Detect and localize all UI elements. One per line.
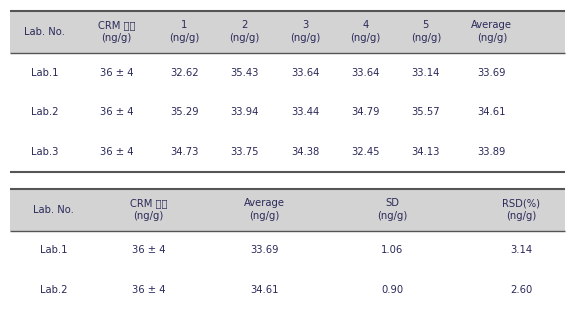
- Text: 34.38: 34.38: [291, 147, 319, 157]
- Text: 3
(ng/g): 3 (ng/g): [290, 20, 320, 43]
- Text: 35.29: 35.29: [170, 107, 198, 117]
- Text: 5
(ng/g): 5 (ng/g): [411, 20, 441, 43]
- Bar: [10, 231, 565, 270]
- Text: 2.60: 2.60: [510, 285, 532, 295]
- Text: 33.75: 33.75: [231, 147, 259, 157]
- Text: 33.64: 33.64: [351, 68, 380, 78]
- Text: Lab.1: Lab.1: [40, 246, 67, 255]
- Text: 36 ± 4: 36 ± 4: [132, 246, 165, 255]
- Text: Lab.1: Lab.1: [31, 68, 59, 78]
- Text: 35.57: 35.57: [412, 107, 440, 117]
- Text: Lab.2: Lab.2: [40, 285, 67, 295]
- Text: 34.73: 34.73: [170, 147, 198, 157]
- Text: 32.62: 32.62: [170, 68, 198, 78]
- Text: 33.69: 33.69: [250, 246, 278, 255]
- Text: 4
(ng/g): 4 (ng/g): [350, 20, 381, 43]
- Text: 33.14: 33.14: [412, 68, 440, 78]
- Text: 36 ± 4: 36 ± 4: [100, 107, 133, 117]
- Bar: [10, 92, 565, 132]
- Text: 32.45: 32.45: [351, 147, 380, 157]
- Bar: [10, 189, 565, 231]
- Text: 3.14: 3.14: [510, 246, 532, 255]
- Text: Lab.2: Lab.2: [31, 107, 59, 117]
- Text: 36 ± 4: 36 ± 4: [100, 147, 133, 157]
- Text: RSD(%)
(ng/g): RSD(%) (ng/g): [502, 198, 540, 221]
- Text: 36 ± 4: 36 ± 4: [100, 68, 133, 78]
- Text: 36 ± 4: 36 ± 4: [132, 285, 165, 295]
- Text: CRM 농도
(ng/g): CRM 농도 (ng/g): [129, 198, 167, 221]
- Bar: [10, 132, 565, 172]
- Bar: [10, 53, 565, 92]
- Text: 33.69: 33.69: [478, 68, 506, 78]
- Text: 34.13: 34.13: [412, 147, 440, 157]
- Text: 2
(ng/g): 2 (ng/g): [229, 20, 260, 43]
- Text: 33.89: 33.89: [478, 147, 506, 157]
- Text: 0.90: 0.90: [381, 285, 404, 295]
- Text: 34.61: 34.61: [478, 107, 506, 117]
- Text: Lab. No.: Lab. No.: [24, 27, 66, 37]
- Text: 34.61: 34.61: [250, 285, 278, 295]
- Text: Average
(ng/g): Average (ng/g): [472, 20, 512, 43]
- Text: 33.94: 33.94: [231, 107, 259, 117]
- Text: 1.06: 1.06: [381, 246, 404, 255]
- Text: Lab.3: Lab.3: [31, 147, 59, 157]
- Text: 35.43: 35.43: [231, 68, 259, 78]
- Text: 33.44: 33.44: [291, 107, 319, 117]
- Text: 33.64: 33.64: [291, 68, 319, 78]
- Text: 1
(ng/g): 1 (ng/g): [169, 20, 200, 43]
- Text: Lab. No.: Lab. No.: [33, 205, 74, 215]
- Text: SD
(ng/g): SD (ng/g): [377, 198, 408, 221]
- Bar: [10, 11, 565, 53]
- Text: CRM 농도
(ng/g): CRM 농도 (ng/g): [98, 20, 136, 43]
- Text: Average
(ng/g): Average (ng/g): [244, 198, 285, 221]
- Bar: [10, 270, 565, 310]
- Text: 34.79: 34.79: [351, 107, 380, 117]
